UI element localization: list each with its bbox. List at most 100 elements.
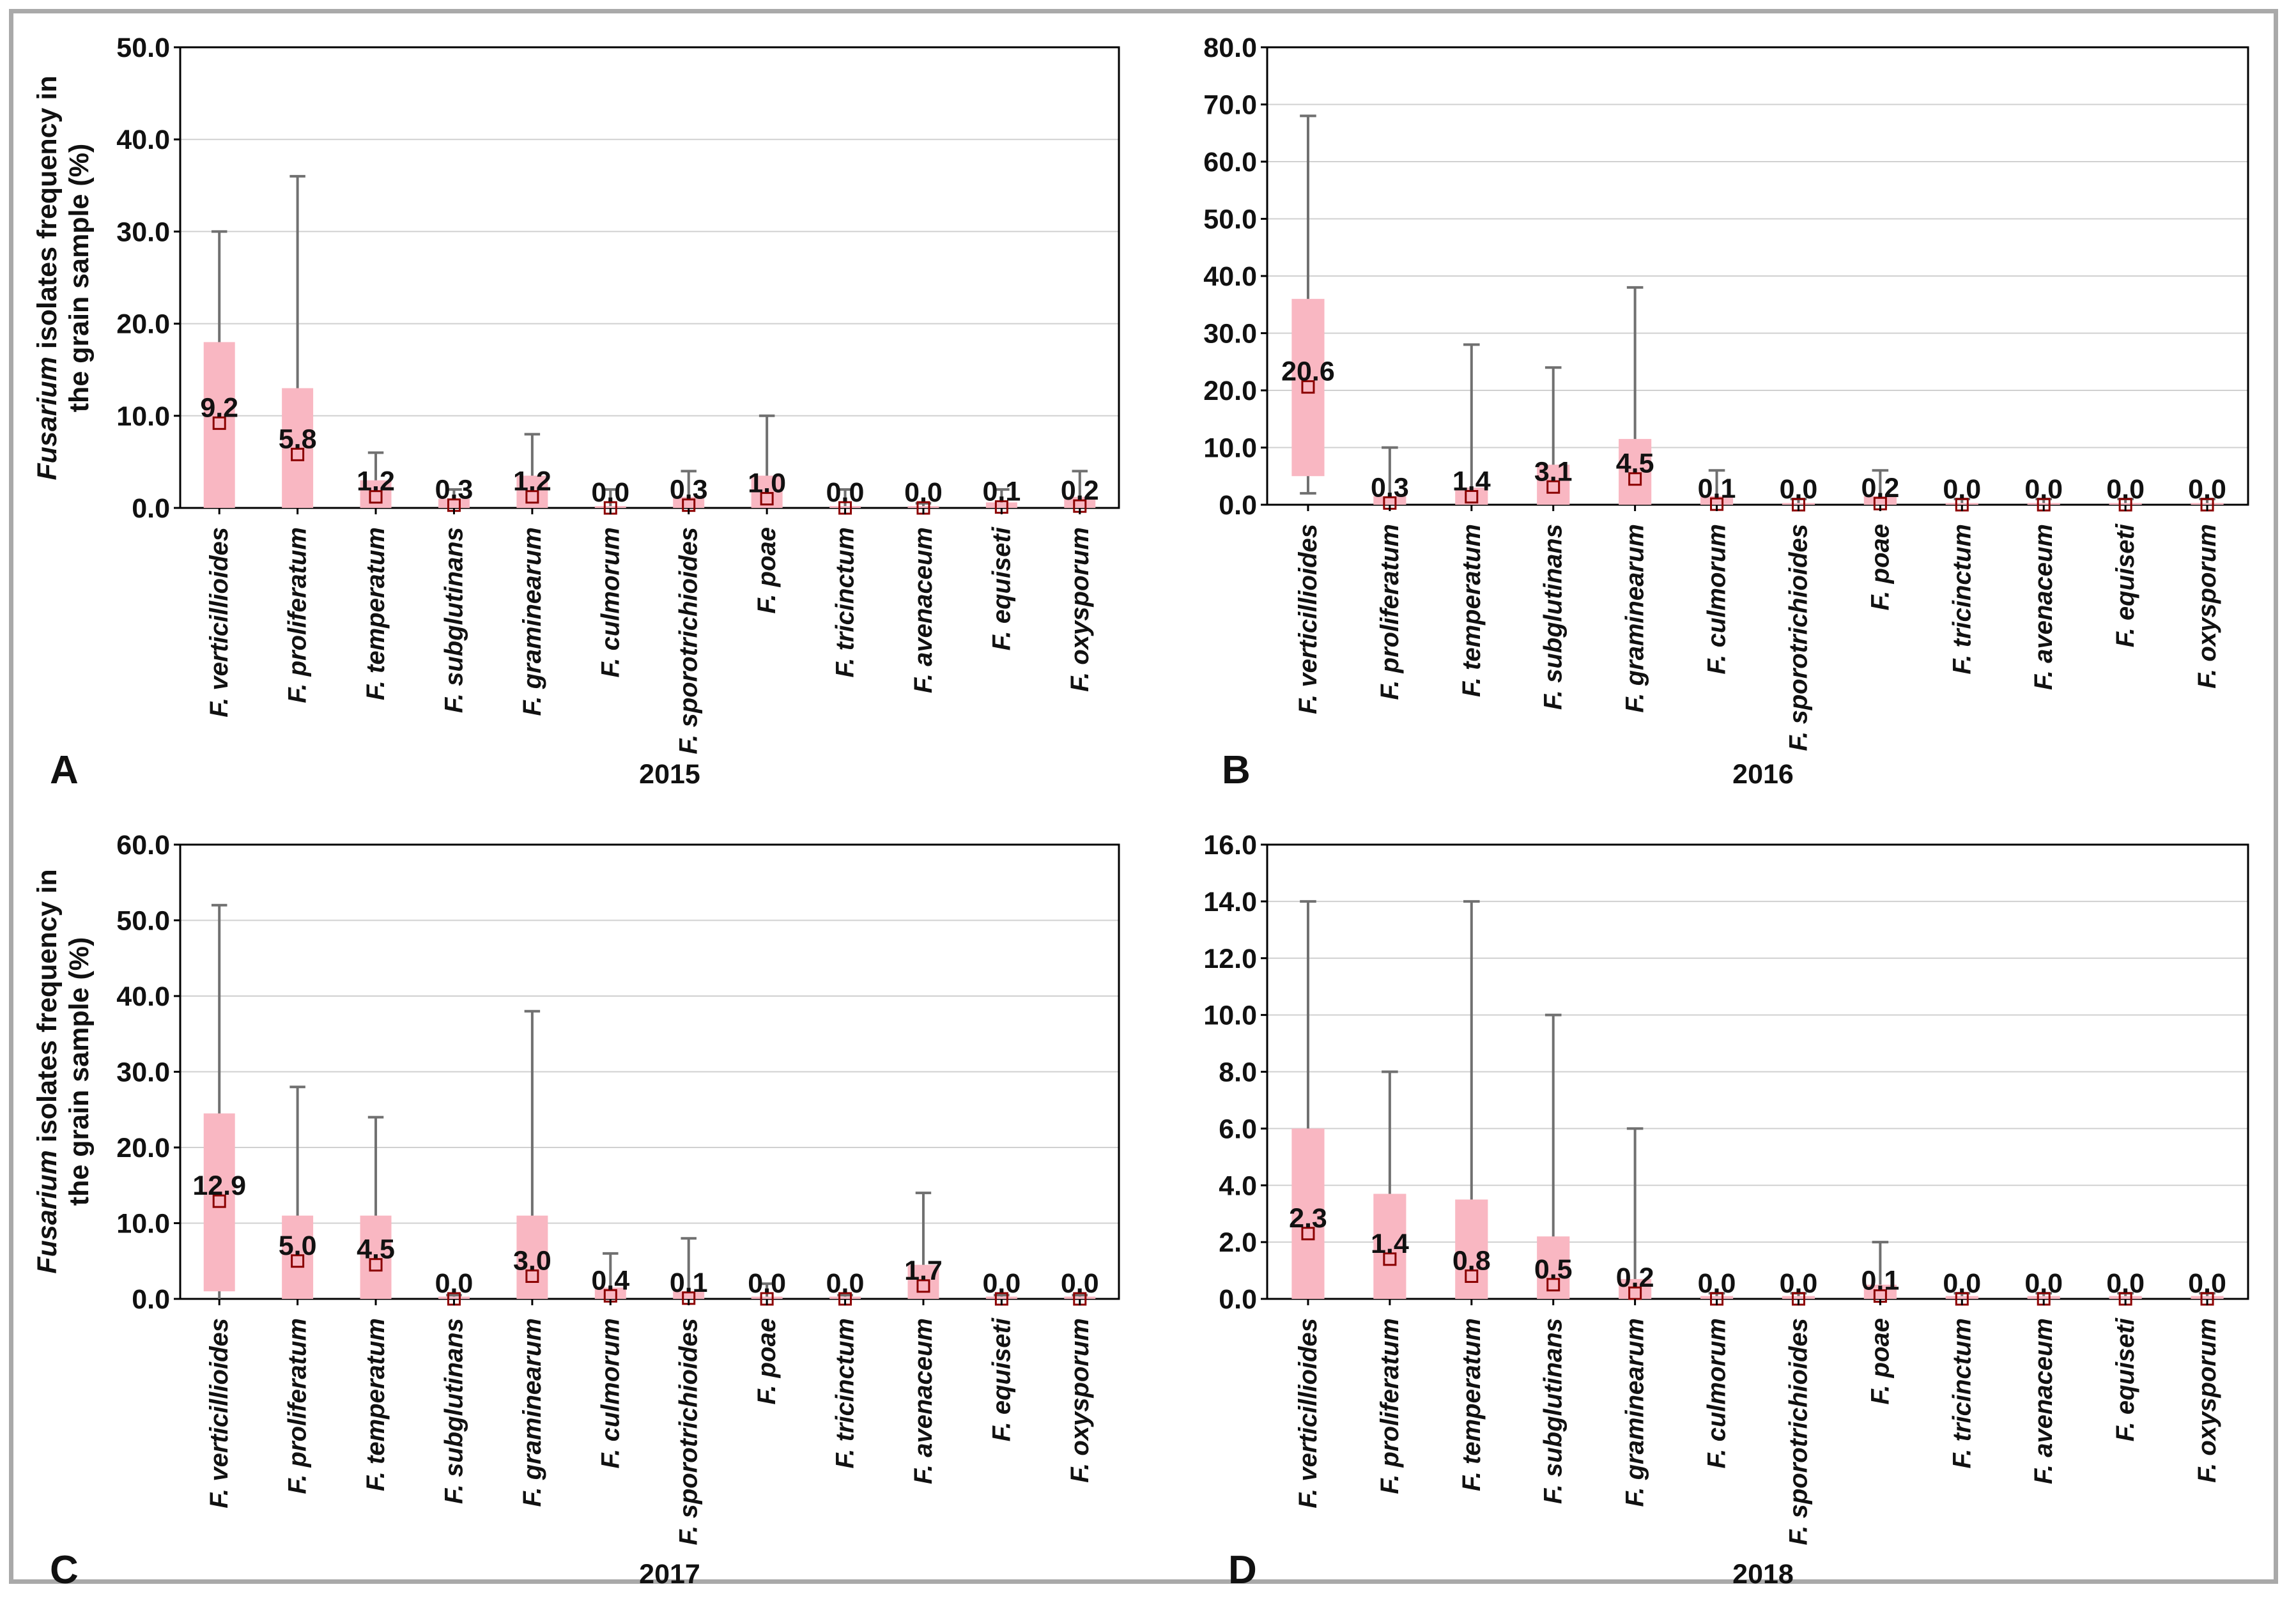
data-label: 12.9 [192,1170,246,1201]
mean-marker [760,492,774,506]
data-label: 0.3 [1371,472,1409,503]
category-label: F. graminearum [1621,1318,1649,1507]
y-axis-title: Fusarium isolates frequency in [32,869,63,1273]
category-label: F. subglutinans [1539,1318,1568,1504]
box [2109,1296,2142,1299]
data-label: 0.0 [826,477,865,508]
mean-marker [212,416,226,430]
category-label: F. proliferatum [1376,1318,1404,1494]
data-label: 0.0 [1780,474,1818,505]
mean-marker [369,490,383,504]
data-label: 0.0 [435,1268,474,1299]
y-tick-label: 30.0 [1203,319,1257,349]
data-label: 4.5 [357,1234,395,1265]
category-label: F. oxysporum [2193,524,2221,689]
box [1863,496,1897,505]
box [907,1264,939,1299]
y-tick-label: 0.0 [132,493,170,524]
box [1537,1236,1570,1299]
data-label: 1.4 [1371,1229,1409,1259]
data-label: 1.2 [357,466,395,497]
category-label: F. avenaceum [909,527,937,693]
mean-marker [1383,1252,1397,1266]
data-label: 0.0 [2188,474,2226,505]
data-label: 0.0 [591,477,629,508]
category-label: F. sporotrichioides [1784,1318,1812,1545]
plot-area [179,46,1120,509]
y-tick-label: 20.0 [116,1133,170,1163]
y-tick-label: 20.0 [116,309,170,340]
category-label: F. sporotrichioides [675,527,703,755]
category-label: F. avenaceum [2030,524,2058,690]
category-label: F. equiseti [2111,523,2139,647]
category-label: F. avenaceum [2030,1318,2058,1484]
y-tick-label: 10.0 [1203,1001,1257,1031]
plot-area [1266,46,2249,506]
category-label: F. verticillioides [1294,524,1322,714]
y-tick-label: 30.0 [116,217,170,247]
mean-marker [1628,472,1642,486]
y-tick-label: 0.0 [1219,1284,1257,1315]
category-label: F. oxysporum [2193,1318,2221,1483]
plot-area [179,843,1120,1300]
y-tick-label: 2.0 [1219,1227,1257,1258]
y-tick-label: 50.0 [1203,204,1257,235]
y-tick-label: 6.0 [1219,1114,1257,1144]
y-tick-label: 14.0 [1203,887,1257,917]
box [1619,1278,1652,1299]
category-label: F. poae [753,527,781,614]
y-tick-label: 4.0 [1219,1170,1257,1201]
category-label: F. avenaceum [909,1318,937,1484]
box [1064,496,1096,508]
category-label: F. verticillioides [205,527,233,717]
y-axis-title-italic: Fusarium [32,1150,63,1274]
mean-marker [1465,1269,1479,1283]
mean-marker [291,447,305,461]
category-label: F. oxysporum [1066,1318,1094,1483]
box [1373,1193,1406,1299]
category-label: F. poae [1866,1318,1894,1405]
box [2027,1296,2060,1299]
panel-label: B [1222,748,1251,792]
y-axis-title-rest: isolates frequency in [32,869,63,1150]
box [907,506,939,508]
plot-area [1266,843,2249,1300]
box [360,1215,392,1299]
y-axis-title-line2: the grain sample (%) [64,937,95,1206]
x-axis-title: 2016 [1732,759,1794,790]
data-label: 0.8 [1452,1245,1491,1276]
category-label: F. subglutinans [440,527,468,713]
y-tick-label: 10.0 [116,401,170,432]
category-label: F. tricinctum [1948,524,1976,675]
box [751,475,783,508]
box [1863,1284,1897,1299]
chart-panel-d: 0.0 2.0 4.0 6.0 8.0 10.0 12.0 14.0 16.0 2.3 F. ver… [1203,830,2249,1592]
data-label: 20.6 [1281,357,1335,387]
box [2191,503,2224,505]
y-axis-title-line2: the grain sample (%) [64,144,95,413]
data-label: 0.1 [1861,1266,1899,1296]
data-label: 0.3 [670,475,708,505]
data-label: 1.2 [513,466,551,497]
y-tick-label: 8.0 [1219,1057,1257,1088]
panel-label: C [50,1548,79,1592]
box [1700,496,1734,505]
box [2027,503,2060,505]
data-label: 0.0 [748,1268,786,1299]
y-axis-title: Fusarium isolates frequency in [32,75,63,480]
category-label: F. temperatum [1458,1318,1486,1491]
y-tick-label: 60.0 [116,830,170,861]
category-label: F. poae [753,1318,781,1405]
category-label: F. verticillioides [205,1318,233,1508]
x-axis-title: 2018 [1732,1559,1794,1590]
data-label: 0.2 [1061,475,1099,506]
category-label: F. culmorum [1703,1318,1731,1469]
figure-border [9,9,2278,1584]
box [1064,1296,1096,1299]
y-tick-label: 40.0 [1203,261,1257,292]
category-label: F. graminearum [1621,524,1649,713]
data-label: 0.4 [591,1265,629,1296]
mean-marker [1301,1227,1315,1241]
data-label: 9.2 [200,392,238,423]
y-tick-label: 30.0 [116,1057,170,1088]
